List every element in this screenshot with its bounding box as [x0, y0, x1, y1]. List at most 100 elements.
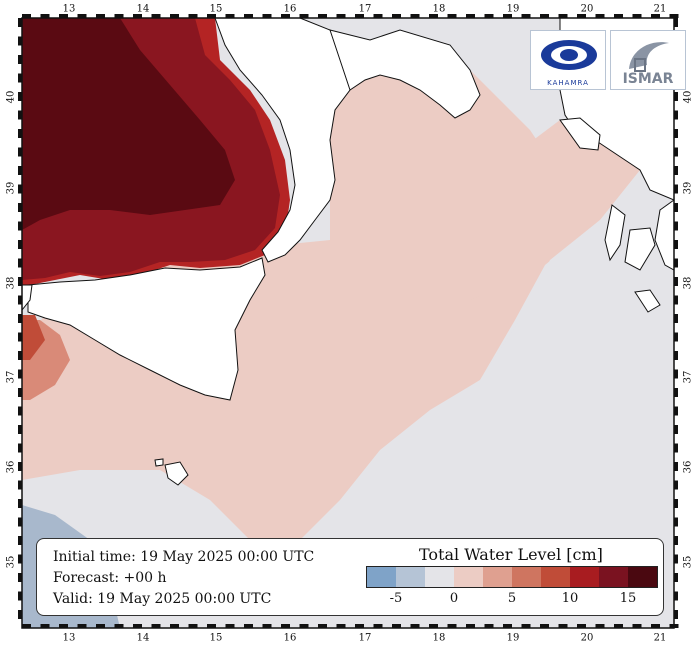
frame-tick: [18, 92, 22, 101]
frame-tick: [373, 14, 383, 18]
frame-tick: [40, 624, 50, 628]
frame-tick: [651, 624, 660, 628]
frame-tick: [632, 14, 642, 18]
colorbar-swatch: [396, 567, 425, 587]
frame-tick: [18, 110, 22, 120]
frame-tick: [77, 14, 87, 18]
italy-apulia: [329, 29, 481, 119]
sea-region-neutral: [250, 180, 674, 628]
ionian-island-1: [559, 117, 601, 151]
frame-tick: [674, 610, 678, 619]
frame-tick: [521, 14, 531, 18]
frame-tick: [558, 14, 568, 18]
frame-tick: [18, 369, 22, 379]
frame-tick: [674, 277, 678, 286]
lat-tick-label-left: 39: [5, 181, 17, 195]
lon-tick-label-top: 21: [653, 3, 667, 15]
logo-left-text: KAHAMRA: [547, 79, 589, 87]
frame-tick: [18, 73, 22, 83]
wave-logo-icon: [629, 42, 669, 72]
frame-tick: [466, 14, 475, 18]
eye-logo-icon: [541, 40, 597, 70]
frame-tick: [59, 624, 68, 628]
lat-tick-label-right: 35: [682, 555, 694, 569]
frame-tick: [674, 591, 678, 601]
lon-tick-label-top: 14: [136, 3, 150, 15]
lon-tick-label-top: 17: [358, 3, 372, 15]
frame-tick: [18, 443, 22, 453]
frame-tick: [18, 332, 22, 342]
frame-tick: [674, 517, 678, 527]
frame-tick: [674, 406, 678, 416]
lon-tick-label-top: 13: [62, 3, 76, 15]
frame-tick: [262, 624, 272, 628]
frame-tick: [674, 258, 678, 268]
frame-tick: [674, 147, 678, 157]
lat-tick-label-left: 35: [5, 555, 17, 569]
frame-tick: [674, 314, 678, 323]
frame-tick: [18, 425, 22, 434]
frame-tick: [151, 14, 161, 18]
frame-tick: [18, 18, 22, 27]
colorbar-tick-label: 5: [507, 591, 517, 606]
frame-tick: [18, 536, 22, 545]
lon-tick-label-bottom: 14: [136, 632, 150, 644]
lon-tick-label-bottom: 21: [653, 632, 667, 644]
frame-tick: [281, 624, 290, 628]
frame-tick: [595, 14, 605, 18]
frame-tick: [336, 14, 346, 18]
colorbar-swatch: [541, 567, 570, 587]
frame-tick: [392, 14, 401, 18]
frame-tick: [96, 14, 105, 18]
frame-tick: [18, 55, 22, 64]
frame-tick: [18, 277, 22, 286]
frame-tick: [540, 624, 549, 628]
frame-tick: [188, 624, 198, 628]
colorbar-tick-label: -5: [389, 591, 403, 606]
colorbar-tick-label: 0: [449, 591, 459, 606]
colorbar-tick-label: 10: [561, 591, 579, 606]
forecast-text: Forecast: +00 h: [53, 570, 167, 586]
info-legend-box: Initial time: 19 May 2025 00:00 UTC Fore…: [36, 538, 664, 616]
malta: [164, 461, 189, 486]
frame-tick: [521, 624, 531, 628]
legend-title: Total Water Level [cm]: [419, 545, 603, 564]
lon-tick-label-bottom: 16: [283, 632, 297, 644]
frame-tick: [595, 624, 605, 628]
frame-tick: [674, 221, 678, 231]
sea-region-gulf: [330, 40, 560, 300]
frame-tick: [503, 624, 512, 628]
colorbar: [366, 566, 658, 588]
lat-tick-label-left: 36: [5, 460, 17, 474]
frame-tick: [669, 14, 679, 18]
frame-tick: [674, 110, 678, 120]
lat-tick-label-left: 37: [5, 370, 17, 384]
sicily: [27, 257, 266, 401]
frame-tick: [18, 203, 22, 212]
frame-tick: [18, 480, 22, 490]
frame-tick: [429, 14, 438, 18]
lat-tick-label-right: 38: [682, 276, 694, 290]
sea-region-darkred-left: [22, 315, 45, 360]
frame-tick: [355, 14, 364, 18]
frame-tick: [59, 14, 68, 18]
frame-tick: [429, 624, 438, 628]
frame-tick: [244, 624, 253, 628]
frame-tick: [22, 624, 31, 628]
frame-tick: [410, 14, 420, 18]
lat-tick-label-right: 40: [682, 90, 694, 104]
frame-tick: [674, 499, 678, 508]
valid-time-text: Valid: 19 May 2025 00:00 UTC: [53, 591, 272, 607]
lat-tick-label-right: 39: [682, 181, 694, 195]
frame-tick: [18, 462, 22, 471]
frame-tick: [188, 14, 198, 18]
frame-tick: [674, 18, 678, 27]
frame-tick: [18, 36, 22, 46]
frame-tick: [674, 240, 678, 249]
frame-tick: [674, 536, 678, 545]
lon-tick-label-top: 15: [209, 3, 223, 15]
ismar-logo: ISMAR: [610, 30, 686, 90]
logo-right-text: ISMAR: [622, 71, 674, 87]
frame-tick: [674, 129, 678, 138]
